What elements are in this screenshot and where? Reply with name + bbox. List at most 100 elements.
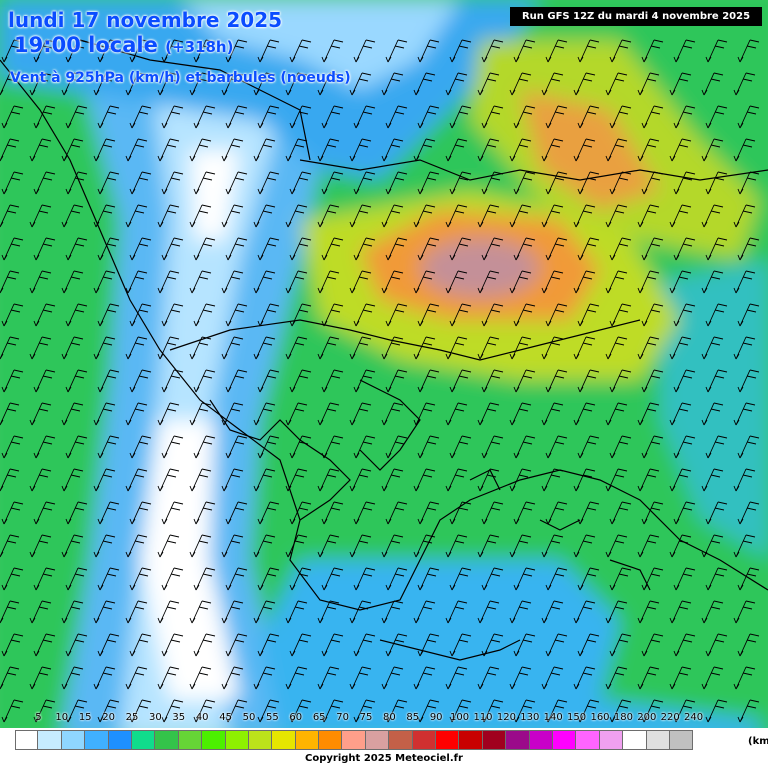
wind-barb — [513, 699, 536, 723]
wind-barb — [417, 633, 440, 657]
wind-barb — [129, 369, 152, 393]
wind-barb — [509, 534, 532, 558]
wind-barb — [33, 237, 56, 261]
wind-barb — [413, 468, 436, 492]
wind-barb — [545, 633, 568, 657]
wind-barb — [701, 204, 724, 228]
wind-barb — [701, 72, 724, 96]
wind-barb — [289, 171, 312, 195]
wind-barb — [381, 666, 404, 690]
wind-barb — [193, 633, 216, 657]
wind-barb — [97, 303, 120, 327]
wind-barb — [33, 501, 56, 525]
wind-barb — [349, 270, 372, 294]
wind-barb — [253, 336, 276, 360]
wind-barb — [705, 699, 728, 723]
wind-barb — [129, 303, 152, 327]
wind-barb — [705, 567, 728, 591]
wind-barb — [285, 270, 308, 294]
wind-barb — [161, 369, 184, 393]
wind-barb — [477, 204, 500, 228]
wind-barb — [737, 171, 760, 195]
wind-barb — [61, 138, 84, 162]
wind-barb — [125, 72, 148, 96]
wind-barb — [285, 534, 308, 558]
wind-barb — [545, 567, 568, 591]
wind-barb — [225, 567, 248, 591]
wind-barb — [605, 600, 628, 624]
wind-barb — [0, 270, 20, 294]
wind-barb — [225, 39, 248, 63]
wind-barb — [669, 270, 692, 294]
wind-barb — [353, 369, 376, 393]
wind-barb — [97, 501, 120, 525]
wind-barb — [413, 72, 436, 96]
wind-barb — [1, 567, 24, 591]
wind-barb — [669, 336, 692, 360]
wind-barb — [221, 138, 244, 162]
wind-barb — [541, 534, 564, 558]
legend-swatch — [295, 730, 320, 750]
wind-barb — [161, 633, 184, 657]
wind-barb — [413, 138, 436, 162]
wind-barb — [225, 501, 248, 525]
wind-barb — [637, 336, 660, 360]
wind-barb — [253, 138, 276, 162]
wind-barb — [289, 105, 312, 129]
wind-barb — [157, 72, 180, 96]
wind-barb — [637, 204, 660, 228]
wind-barb — [445, 204, 468, 228]
wind-barb — [417, 699, 440, 723]
wind-barb — [257, 435, 280, 459]
wind-barb — [705, 105, 728, 129]
wind-barb — [513, 237, 536, 261]
wind-barb — [541, 336, 564, 360]
wind-barb — [1, 699, 24, 723]
wind-barb — [609, 369, 632, 393]
wind-barb — [417, 303, 440, 327]
wind-barb — [189, 402, 212, 426]
wind-barb — [97, 699, 120, 723]
wind-barb — [317, 534, 340, 558]
wind-barb — [481, 699, 504, 723]
wind-barb — [701, 600, 724, 624]
wind-barb — [29, 600, 52, 624]
wind-barb — [317, 270, 340, 294]
wind-barb — [673, 39, 696, 63]
legend-tick: 55 — [266, 712, 279, 723]
wind-barb — [669, 534, 692, 558]
wind-barb — [445, 600, 468, 624]
wind-barb — [449, 171, 472, 195]
wind-barb — [29, 138, 52, 162]
wind-barb — [161, 435, 184, 459]
wind-barb — [161, 39, 184, 63]
wind-barb — [221, 72, 244, 96]
legend-swatch — [15, 730, 39, 750]
legend-tick: 75 — [359, 712, 373, 723]
wind-barb — [733, 402, 756, 426]
wind-barb — [225, 435, 248, 459]
wind-barb — [381, 138, 404, 162]
wind-barb — [509, 402, 532, 426]
wind-barb — [545, 369, 568, 393]
wind-barb — [65, 633, 88, 657]
wind-barb — [417, 171, 440, 195]
legend-tick: 140 — [543, 712, 563, 723]
wind-barb — [225, 369, 248, 393]
wind-barb — [445, 72, 468, 96]
wind-barb — [737, 567, 760, 591]
wind-barb — [353, 435, 376, 459]
wind-barb — [317, 336, 340, 360]
wind-barb — [0, 468, 20, 492]
wind-barb — [349, 600, 372, 624]
wind-barb — [161, 567, 184, 591]
wind-barb — [385, 369, 408, 393]
wind-barb — [93, 138, 116, 162]
wind-barb — [317, 72, 340, 96]
wind-barb — [577, 435, 600, 459]
wind-barb — [385, 237, 408, 261]
wind-barb — [97, 369, 120, 393]
legend-swatch — [389, 730, 413, 750]
legend-swatch — [85, 730, 109, 750]
legend-tick: 45 — [219, 712, 232, 723]
